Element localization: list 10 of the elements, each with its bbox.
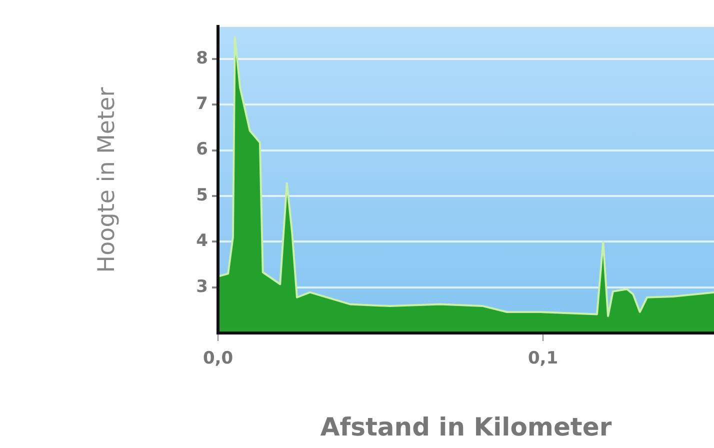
y-axis-title: Hoogte in Meter [94,86,120,273]
x-tick-label: 0,0 [202,348,234,369]
y-tick-label: 5 [196,185,208,206]
y-tick-label: 8 [196,48,208,68]
x-axis-title: Afstand in Kilometer [320,412,612,442]
y-tick-label: 3 [196,276,208,297]
y-tick-label: 4 [196,231,208,252]
y-tick-label: 7 [196,94,208,114]
y-tick-label: 6 [196,140,208,160]
x-tick-label: 0,1 [528,348,558,369]
